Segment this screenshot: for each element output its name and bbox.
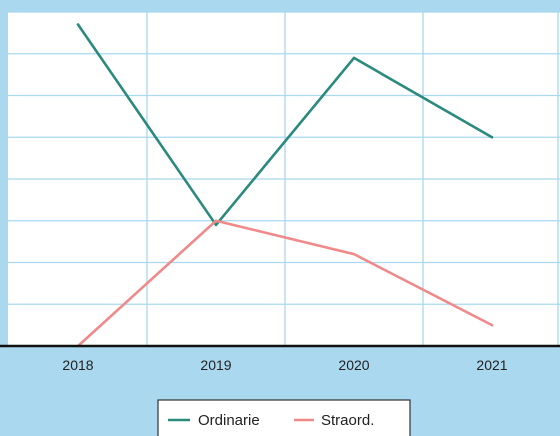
series-line-ordinarie bbox=[76, 23, 494, 227]
x-tick-label: 2020 bbox=[338, 357, 369, 373]
legend-label-ordinarie: Ordinarie bbox=[198, 412, 260, 429]
data-point bbox=[214, 219, 218, 222]
data-point bbox=[76, 23, 80, 26]
legend-label-straord: Straord. bbox=[321, 412, 374, 429]
legend-box bbox=[157, 399, 411, 436]
x-tick-label: 2019 bbox=[200, 357, 231, 373]
data-point bbox=[352, 252, 356, 256]
series-line-straord bbox=[76, 219, 494, 348]
x-tick-label: 2021 bbox=[476, 357, 507, 373]
x-axis-ticks: 2018 2019 2020 2021 bbox=[62, 357, 507, 373]
x-tick-label: 2018 bbox=[62, 357, 93, 373]
data-point bbox=[352, 56, 356, 60]
data-point bbox=[490, 136, 494, 139]
data-point bbox=[214, 223, 218, 227]
legend: Ordinarie Straord. bbox=[157, 399, 411, 436]
data-point bbox=[490, 323, 494, 327]
